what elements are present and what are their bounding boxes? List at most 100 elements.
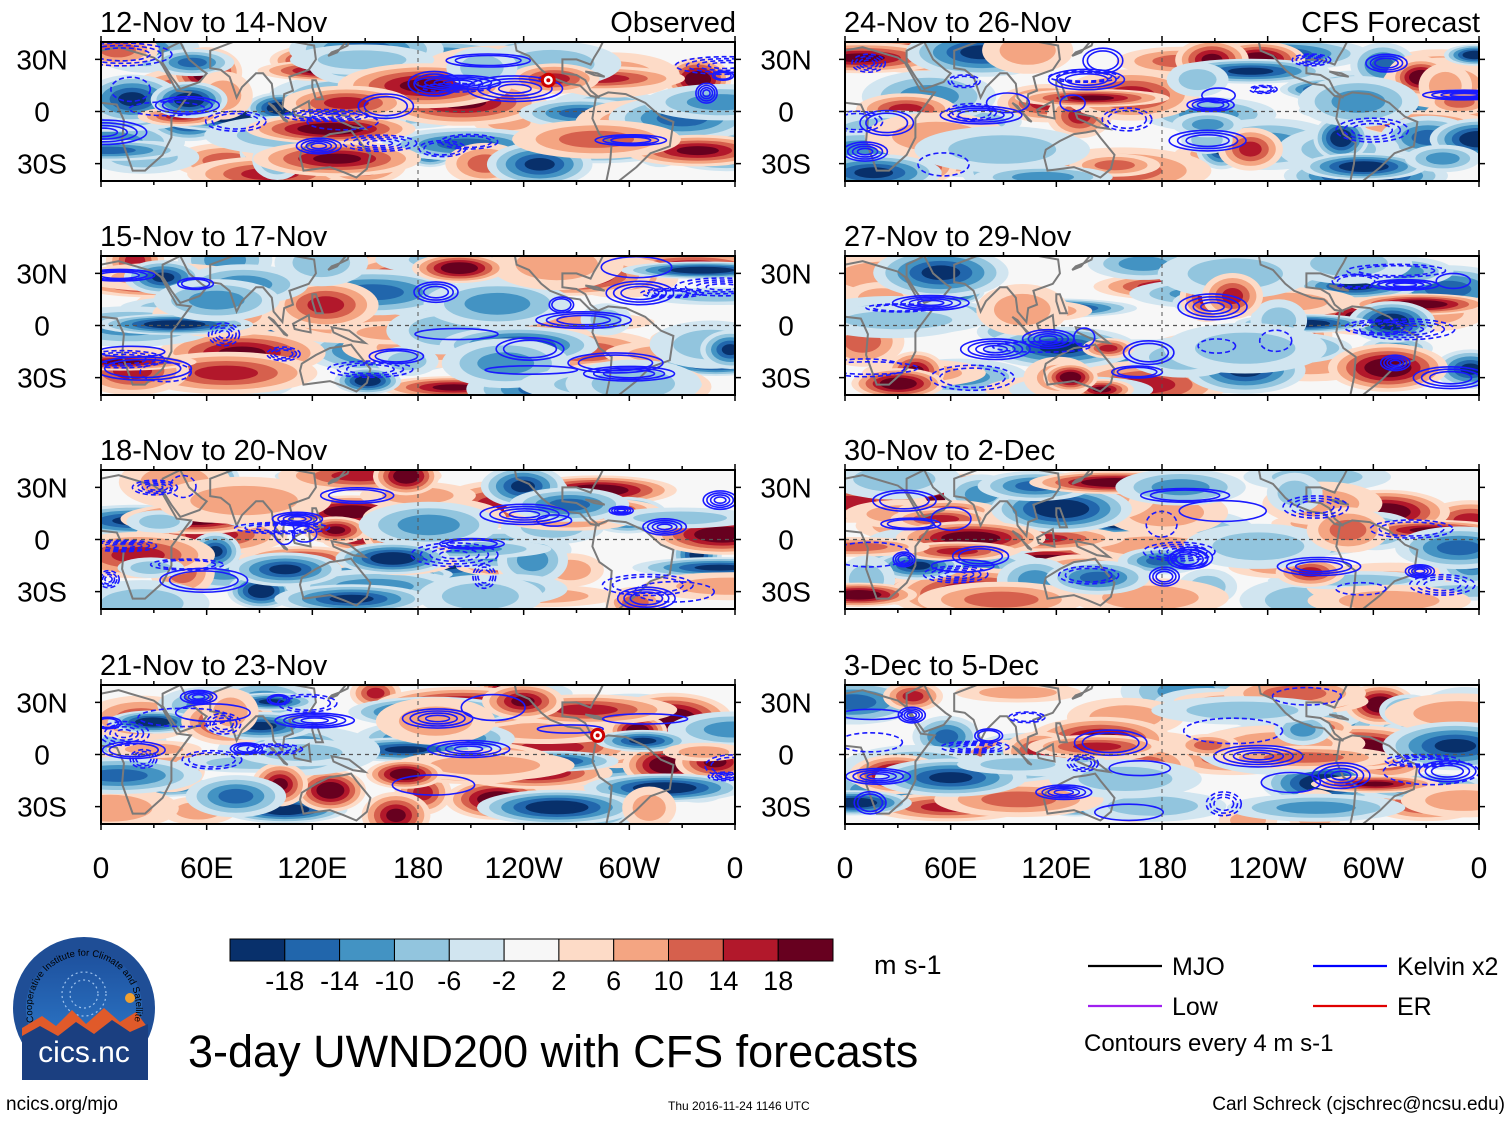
kelvin-contour xyxy=(1205,791,1243,817)
coastline xyxy=(330,325,369,345)
kelvin-contour xyxy=(891,294,970,312)
kelvin-contour xyxy=(594,134,668,147)
kelvin-contour xyxy=(292,110,360,121)
y-tick-label: 0 xyxy=(34,740,50,771)
y-tick-label: 30N xyxy=(16,44,67,75)
colorbar-swatch xyxy=(503,938,560,962)
kelvin-contour xyxy=(707,61,735,70)
kelvin-contour xyxy=(420,82,492,93)
kelvin-contour xyxy=(103,358,182,379)
anomaly-blob xyxy=(118,92,146,107)
anomaly-field xyxy=(101,256,735,395)
coastline xyxy=(953,42,1061,111)
colorbar-swatch xyxy=(394,938,450,962)
kelvin-contour xyxy=(653,289,691,297)
anomaly-blob xyxy=(101,769,148,782)
anomaly-blob xyxy=(155,321,194,327)
kelvin-contour xyxy=(444,743,493,755)
y-tick-label: 30N xyxy=(760,472,811,503)
kelvin-contour xyxy=(149,558,225,571)
kelvin-contour xyxy=(1276,556,1362,577)
kelvin-contour xyxy=(865,112,909,134)
kelvin-contour xyxy=(301,111,351,120)
kelvin-contour xyxy=(283,695,332,711)
kelvin-contour xyxy=(982,344,1009,354)
anomaly-blob xyxy=(1434,739,1477,753)
coastline xyxy=(1011,529,1033,551)
kelvin-contour xyxy=(1317,764,1365,787)
kelvin-contour xyxy=(1404,563,1436,579)
kelvin-contour xyxy=(629,591,664,606)
kelvin-contour xyxy=(640,287,705,299)
anomaly-blob xyxy=(705,529,735,540)
kelvin-contour xyxy=(300,139,338,153)
kelvin-contour xyxy=(880,517,942,531)
kelvin-contour xyxy=(477,569,492,584)
kelvin-contour xyxy=(336,362,405,377)
anomaly-blob xyxy=(948,135,1057,164)
kelvin-contour xyxy=(872,489,937,512)
kelvin-contour xyxy=(975,342,1016,356)
kelvin-contour xyxy=(104,575,113,583)
panel: 30N 0 30S 24-Nov to 26-Nov CFS Forecast xyxy=(760,7,1485,187)
kelvin-contour xyxy=(177,277,215,291)
kelvin-contour xyxy=(608,505,635,516)
colorbar-units: m s-1 xyxy=(874,950,942,980)
kelvin-contour xyxy=(1196,100,1225,110)
anomaly-blob xyxy=(218,788,254,804)
coastline xyxy=(291,742,312,763)
kelvin-contour xyxy=(922,565,989,584)
y-tick-label: 30S xyxy=(17,792,67,823)
colorbar-swatch xyxy=(777,938,834,962)
logo-mountains-front xyxy=(22,1020,148,1080)
kelvin-contour xyxy=(1209,793,1239,814)
kelvin-contour xyxy=(711,70,735,81)
kelvin-contour xyxy=(1047,68,1126,91)
kelvin-contour xyxy=(295,137,342,155)
kelvin-contour xyxy=(714,773,735,780)
kelvin-contour xyxy=(695,82,718,104)
coastline xyxy=(1257,42,1349,99)
website-link[interactable]: ncics.org/mjo xyxy=(6,1094,118,1115)
kelvin-contour xyxy=(959,338,1031,361)
kelvin-contour xyxy=(110,76,152,103)
kelvin-contour xyxy=(101,127,119,138)
kelvin-contour xyxy=(484,364,579,375)
anomaly-blob xyxy=(334,507,369,516)
kelvin-contour xyxy=(656,523,673,531)
coastline xyxy=(311,79,325,101)
y-tick-label: 30S xyxy=(761,792,811,823)
coastline xyxy=(267,744,289,766)
kelvin-contour xyxy=(283,713,347,727)
kelvin-contour xyxy=(976,729,1001,742)
kelvin-contour xyxy=(101,540,151,552)
x-tick-label: 180 xyxy=(1137,852,1187,885)
kelvin-contour xyxy=(288,515,307,523)
kelvin-contour xyxy=(985,92,1031,114)
kelvin-contour xyxy=(1389,359,1402,367)
coastline xyxy=(513,470,605,527)
kelvin-contour xyxy=(1412,366,1479,390)
kelvin-contour xyxy=(556,314,612,326)
coastline xyxy=(1328,70,1350,78)
kelvin-contour xyxy=(1222,747,1294,766)
kelvin-contour xyxy=(1294,560,1344,573)
colorbar-swatch xyxy=(448,938,505,962)
panel: 30N 0 30S 21-Nov to 23-Nov xyxy=(16,650,741,830)
anomaly-blob xyxy=(317,50,407,70)
anomaly-blob xyxy=(703,721,735,738)
kelvin-contour xyxy=(502,339,558,359)
kelvin-contour xyxy=(1299,55,1323,65)
kelvin-contour xyxy=(894,552,914,566)
kelvin-contour xyxy=(131,479,179,496)
anomaly-blob xyxy=(429,755,541,775)
kelvin-contour xyxy=(101,269,148,281)
coastline xyxy=(101,46,193,172)
colorbar-tick-label: 18 xyxy=(763,966,793,996)
y-tick-label: 0 xyxy=(778,525,794,556)
kelvin-contour xyxy=(1048,70,1120,84)
x-tick-label: 60E xyxy=(924,852,977,885)
kelvin-contour xyxy=(1335,581,1387,596)
kelvin-contour xyxy=(168,570,239,591)
kelvin-contour xyxy=(845,358,906,378)
